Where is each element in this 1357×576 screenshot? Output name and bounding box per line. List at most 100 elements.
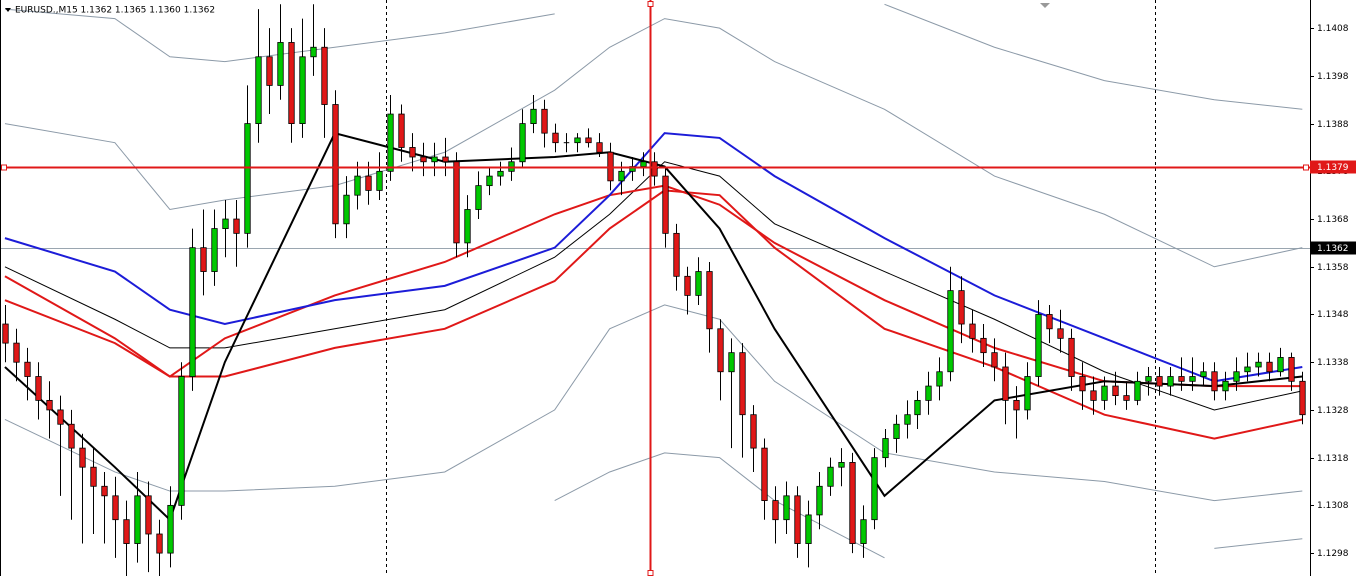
candle-body — [772, 500, 779, 521]
candle-body — [222, 218, 229, 229]
candle-body — [453, 161, 460, 244]
candle-body — [354, 175, 361, 196]
candle-body — [860, 519, 867, 544]
y-tick-label: 1.1408 — [1317, 24, 1349, 34]
candle-body — [684, 275, 691, 296]
candle-body — [1222, 380, 1229, 392]
candle-body — [1266, 361, 1273, 373]
candle-body — [695, 271, 702, 296]
candle-body — [783, 495, 790, 521]
candle-body — [332, 104, 339, 225]
candle-body — [552, 132, 559, 144]
candle-body — [1211, 371, 1218, 392]
candle-body — [925, 385, 932, 401]
y-tick-label: 1.1358 — [1317, 263, 1349, 273]
candle-body — [574, 137, 581, 144]
candle-body — [728, 352, 735, 373]
candle-body — [431, 156, 438, 163]
candle-body — [475, 185, 482, 210]
crosshair-price-label: 1.1379 — [1317, 163, 1349, 173]
candle-body — [1277, 357, 1284, 373]
candle-body — [35, 376, 42, 401]
candle-body — [1178, 376, 1185, 382]
candle-body — [893, 423, 900, 439]
indicator-line — [4, 304, 1303, 502]
candle-body — [816, 485, 823, 516]
candle-body — [101, 485, 108, 497]
candle-body — [398, 113, 405, 148]
indicator-line — [4, 18, 1303, 268]
candle-body — [1299, 380, 1306, 416]
candle-body — [145, 495, 152, 535]
candle-body — [90, 466, 97, 487]
y-tick-label: 1.1308 — [1317, 501, 1349, 511]
candle-body — [1244, 366, 1251, 373]
candle-body — [1200, 371, 1207, 377]
candle-body — [662, 175, 669, 234]
candle-body — [464, 209, 471, 244]
candle-body — [387, 113, 394, 172]
candle-body — [1024, 376, 1031, 411]
candle-body — [409, 147, 416, 158]
candle-body — [750, 414, 757, 449]
candle-body — [947, 290, 954, 373]
candle-body — [794, 495, 801, 544]
candle-body — [1255, 361, 1262, 368]
y-tick-label: 1.1338 — [1317, 358, 1349, 368]
candle-body — [585, 137, 592, 144]
candle-body — [343, 194, 350, 225]
candle-body — [1134, 380, 1141, 401]
candle-body — [46, 399, 53, 411]
candle-body — [299, 56, 306, 124]
crosshair-handle — [647, 1, 654, 7]
title-icon — [5, 8, 11, 12]
candle-body — [739, 352, 746, 416]
candle-body — [123, 519, 130, 544]
candle-body — [233, 218, 240, 234]
candle-body — [530, 108, 537, 124]
candle-body — [2, 323, 9, 344]
candle-body — [244, 123, 251, 234]
candle-body — [1035, 314, 1042, 377]
candle-body — [376, 170, 383, 191]
candle-body — [673, 232, 680, 277]
candle-body — [1057, 328, 1064, 339]
bid-price-box — [1310, 241, 1356, 255]
indicator-line — [4, 161, 1303, 411]
candle-body — [618, 170, 625, 182]
crosshair-handle — [1303, 164, 1309, 171]
candle-body — [1123, 395, 1130, 401]
crosshair-handle — [647, 570, 654, 576]
candle-body — [255, 56, 262, 124]
candle-body — [969, 323, 976, 339]
candle-body — [761, 447, 768, 501]
y-tick-label: 1.1398 — [1317, 72, 1349, 82]
indicator-line — [4, 184, 1303, 388]
candle-body — [640, 161, 647, 167]
candle-body — [1068, 337, 1075, 377]
y-tick-label: 1.1388 — [1317, 120, 1349, 130]
plot-area — [0, 0, 1310, 576]
candle-body — [519, 123, 526, 163]
candle-body — [310, 46, 317, 58]
candle-body — [288, 42, 295, 124]
candle-body — [277, 42, 284, 86]
crosshair-handle — [1, 164, 7, 171]
candle-body — [420, 156, 427, 163]
candle-body — [706, 271, 713, 330]
candle-body — [1079, 376, 1086, 392]
candle-body — [904, 414, 911, 425]
candle-body — [541, 108, 548, 134]
candle-body — [596, 142, 603, 153]
candle-body — [805, 514, 812, 544]
indicator-line — [884, 3, 1303, 110]
indicator-line — [1214, 538, 1303, 549]
candle-body — [13, 342, 20, 363]
candle-body — [1145, 376, 1152, 382]
candle-body — [1233, 371, 1240, 382]
candle-body — [134, 495, 141, 544]
indicator-line — [4, 131, 1303, 522]
candle-body — [1002, 366, 1009, 401]
